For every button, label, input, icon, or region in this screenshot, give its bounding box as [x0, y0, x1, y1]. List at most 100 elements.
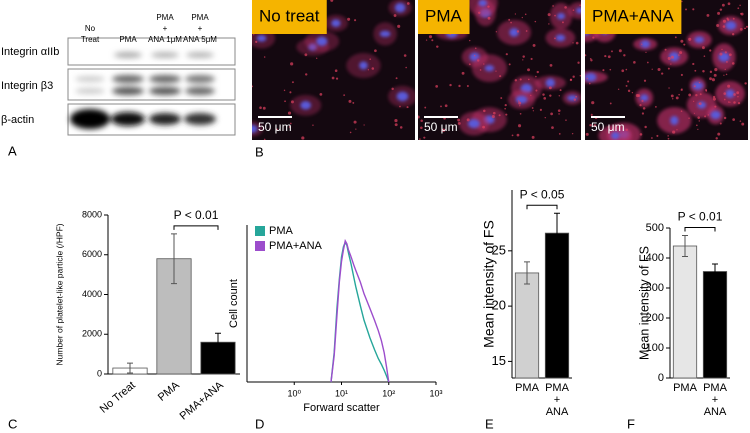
error-bar	[524, 261, 530, 285]
dot	[698, 102, 702, 106]
dot	[693, 85, 696, 88]
dot	[552, 5, 554, 7]
dot	[736, 91, 740, 95]
dot	[701, 46, 705, 50]
dot	[709, 77, 712, 81]
dot	[668, 87, 670, 89]
dot	[588, 82, 591, 85]
dot	[699, 93, 702, 96]
dot	[656, 134, 659, 137]
dot	[536, 70, 539, 74]
dot	[399, 126, 403, 129]
x-tick-label: PMA	[703, 382, 728, 394]
dot	[498, 114, 501, 117]
dot	[607, 126, 610, 129]
dot	[419, 138, 421, 140]
nucleus	[567, 94, 578, 102]
panel-letter: C	[8, 416, 17, 431]
dot	[707, 114, 709, 116]
dot	[548, 23, 550, 25]
nucleus	[484, 65, 495, 72]
x-tick-label: +	[712, 394, 718, 406]
dot	[530, 94, 532, 97]
dot	[733, 101, 736, 104]
dot	[740, 12, 744, 16]
label-box	[252, 0, 327, 34]
dot	[394, 118, 398, 123]
dot	[301, 136, 305, 140]
dot	[532, 110, 534, 112]
nucleus	[710, 110, 721, 120]
dot	[571, 133, 574, 135]
dot	[347, 17, 351, 21]
nucleus	[694, 36, 705, 44]
error-bar	[712, 263, 718, 280]
dot	[719, 52, 723, 56]
legend-swatch	[255, 226, 265, 236]
dot	[399, 105, 401, 108]
dot	[727, 2, 731, 6]
dot	[436, 45, 439, 48]
dot	[349, 131, 352, 134]
error-bar	[682, 235, 688, 257]
series-line	[330, 240, 390, 383]
dot	[444, 104, 448, 108]
dot	[516, 133, 520, 137]
dot	[670, 55, 674, 59]
dot	[717, 11, 721, 15]
dot	[680, 110, 683, 113]
micrograph: PMA+ANA 50 μm	[585, 0, 748, 140]
dot	[585, 132, 589, 136]
dot	[483, 63, 485, 65]
dot	[558, 95, 561, 97]
dot	[709, 49, 712, 52]
dot	[558, 133, 561, 135]
panel-letter: D	[255, 416, 264, 431]
dot	[688, 117, 690, 120]
dot	[703, 55, 706, 57]
dot	[290, 62, 294, 66]
dot	[737, 101, 741, 105]
dot	[661, 72, 664, 75]
nucleus	[515, 95, 528, 104]
dot	[283, 89, 286, 92]
nucleus	[316, 36, 328, 47]
x-tick-label: 10²	[382, 388, 395, 398]
dot	[573, 98, 577, 101]
dot	[483, 109, 486, 113]
panel-letter: A	[8, 143, 17, 158]
micrograph-label: PMA+ANA	[592, 6, 674, 25]
dot	[618, 49, 622, 53]
y-tick-label: 4000	[82, 289, 102, 299]
dot	[424, 106, 427, 109]
dot	[252, 85, 254, 88]
x-tick-label: No Treat	[98, 379, 138, 415]
dot	[607, 55, 611, 59]
nucleus	[545, 78, 556, 88]
dot	[548, 86, 552, 90]
dot	[667, 67, 670, 70]
dot	[559, 89, 562, 92]
bracket	[684, 227, 716, 232]
y-axis-label: Cell count	[228, 279, 240, 328]
dot	[693, 100, 695, 102]
dot	[363, 124, 365, 126]
micrograph-label: No treat	[259, 6, 320, 25]
y-tick-label: 300	[646, 282, 664, 294]
p-value: P < 0.01	[678, 210, 723, 224]
dot	[716, 23, 720, 27]
nucleus	[610, 131, 620, 140]
x-tick-label: PMA+ANA	[178, 379, 227, 423]
dot	[627, 89, 631, 93]
dot	[723, 116, 727, 120]
error-bar	[171, 233, 177, 285]
dot	[491, 114, 495, 119]
dot	[522, 55, 525, 58]
dot	[487, 5, 490, 8]
nucleus	[670, 115, 679, 125]
dot	[466, 118, 470, 122]
y-axis-label: Mean intensity of FS	[481, 220, 497, 348]
dot	[482, 125, 485, 129]
dot	[579, 4, 581, 6]
dot	[717, 132, 721, 136]
